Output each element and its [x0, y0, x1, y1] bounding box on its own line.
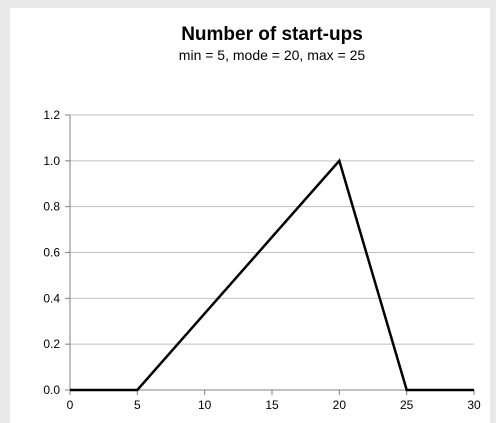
- y-tick-label: 0.8: [43, 200, 60, 214]
- gridlines: [70, 114, 474, 345]
- x-tick-label: 25: [400, 398, 414, 412]
- chart-panel: [10, 8, 490, 423]
- x-tick-label: 0: [67, 398, 74, 412]
- chart-title: Number of start-ups: [181, 24, 363, 45]
- y-tick-label: 0.0: [43, 383, 60, 397]
- y-tick-label: 0.4: [43, 291, 60, 305]
- x-tick-labels: 0 5 10 15 20 25 30: [67, 398, 481, 412]
- y-tick-label: 1.0: [43, 154, 60, 168]
- y-tick-labels: 0.0 0.2 0.4 0.6 0.8 1.0 1.2: [43, 108, 60, 397]
- series-line: [70, 158, 474, 392]
- series-group: [70, 158, 474, 392]
- x-tick-label: 20: [333, 398, 347, 412]
- x-tick-label: 10: [198, 398, 212, 412]
- y-tick-label: 1.2: [43, 108, 60, 122]
- axes: [65, 114, 475, 395]
- x-tick-label: 5: [134, 398, 141, 412]
- x-tick-label: 15: [265, 398, 279, 412]
- y-tick-label: 0.2: [43, 337, 60, 351]
- y-tick-label: 0.6: [43, 246, 60, 260]
- x-tick-label: 30: [467, 398, 481, 412]
- chart-subtitle: min = 5, mode = 20, max = 25: [179, 47, 366, 63]
